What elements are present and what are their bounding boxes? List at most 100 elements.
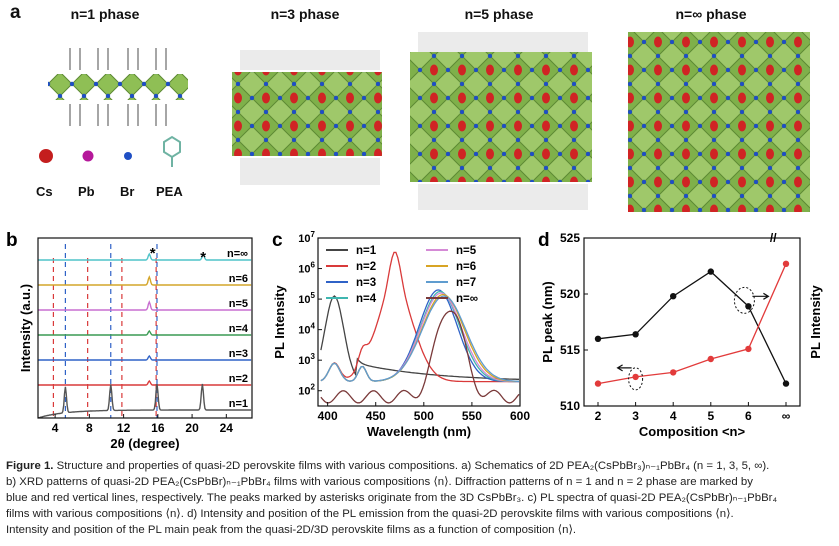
x-tick-label: 450 [366, 409, 386, 423]
xrd-trace [38, 379, 252, 386]
y-tick-label: 106 [298, 261, 315, 276]
x-tick-label: 16 [151, 421, 165, 435]
y-axis-label: Intensity (a.u.) [18, 284, 33, 372]
x-tick-label: 6 [745, 409, 752, 423]
plot-frame [317, 237, 521, 407]
structure-n1 [48, 48, 188, 126]
y-tick-label: 510 [560, 399, 580, 413]
series-label: n=2 [229, 373, 248, 385]
pl-spectrum-line [320, 295, 519, 380]
legend-label: n=4 [356, 293, 377, 305]
y-tick-label: 105 [298, 291, 315, 306]
plot-frame [583, 237, 801, 407]
highlight-circle [628, 367, 644, 391]
pb-legend-marker [82, 150, 94, 162]
caption-line-4: films with various compositions ⟨n⟩. d) … [6, 508, 734, 520]
x-tick-label: ∞ [782, 409, 791, 423]
data-point [707, 355, 714, 363]
legend-label: n=1 [356, 245, 377, 257]
legend-label: n=3 [356, 277, 376, 289]
data-point [745, 303, 752, 310]
x-tick-label: 4 [670, 409, 677, 423]
data-point [707, 268, 714, 275]
x-tick-label: 12 [117, 421, 131, 435]
figure-caption: Figure 1. Structure and properties of qu… [6, 458, 834, 538]
x-tick-label: 5 [707, 409, 714, 423]
series-label: n=3 [229, 348, 248, 360]
data-point [632, 373, 639, 381]
x-tick-label: 4 [52, 421, 59, 435]
series-label: n=∞ [227, 248, 248, 260]
x-axis-label: Composition <n> [639, 424, 746, 439]
y-tick-label: 520 [560, 287, 580, 301]
x-tick-label: 24 [220, 421, 234, 435]
asterisk-marker: * [200, 249, 206, 266]
x-tick-label: 20 [185, 421, 199, 435]
y-tick-label: 103 [298, 352, 315, 367]
series-label: n=1 [229, 398, 248, 410]
structure-ninf [628, 32, 810, 212]
pl-spectrum-line [320, 292, 519, 383]
caption-line-3: blue and red vertical lines, respectivel… [6, 492, 778, 504]
x-tick-label: 600 [510, 409, 530, 423]
series-line [597, 263, 787, 385]
panel-b-letter: b [6, 230, 18, 251]
phase-title-ninf: n=∞ phase [675, 6, 747, 22]
pea-legend-marker [163, 135, 181, 167]
caption-line-1: Structure and properties of quasi-2D per… [56, 460, 770, 472]
y-axis-label-right: PL Intensity [808, 285, 823, 359]
pl-spectrum-line [320, 310, 520, 404]
legend-label: n=7 [456, 277, 476, 289]
structure-n5 [410, 32, 592, 210]
y-tick-label: 515 [560, 343, 580, 357]
caption-line-5: Intensity and position of the PL main pe… [6, 524, 577, 536]
left-arrow [616, 364, 632, 372]
data-point [632, 331, 639, 338]
panel-d-letter: d [538, 230, 550, 251]
x-axis-label: 2θ (degree) [110, 436, 179, 451]
data-point [782, 260, 790, 267]
pl-spectrum-line [320, 293, 519, 383]
data-point [782, 380, 790, 387]
legend-label: n=2 [356, 261, 376, 273]
y-tick-label: 107 [298, 230, 315, 245]
x-axis-label: Wavelength (nm) [367, 424, 471, 439]
series-label: n=5 [229, 298, 248, 310]
caption-line-2: b) XRD patterns of quasi-2D PEA₂(CsPbBr)… [6, 476, 753, 488]
x-tick-label: 8 [86, 421, 93, 435]
xrd-trace [37, 383, 252, 419]
x-tick-label: 400 [318, 409, 338, 423]
x-tick-label: 2 [595, 409, 602, 423]
phase-title-n1: n=1 phase [70, 6, 140, 22]
data-point [670, 369, 677, 376]
y-tick-label: 104 [298, 322, 315, 337]
legend-label: n=5 [456, 245, 477, 257]
legend-label-pb: Pb [78, 184, 95, 199]
br-legend-marker [124, 152, 132, 160]
pl-spectrum-line [320, 251, 519, 383]
phase-title-n3: n=3 phase [270, 6, 340, 22]
plot-frame [37, 237, 253, 419]
xrd-trace [38, 252, 252, 261]
x-tick-label: 500 [414, 409, 434, 423]
y-tick-label: 525 [560, 231, 580, 245]
data-point [594, 380, 602, 387]
cs-legend-marker [39, 149, 53, 163]
highlight-circle [733, 286, 755, 314]
pl-spectrum-line [320, 295, 519, 382]
xrd-trace [38, 329, 252, 336]
data-point [745, 345, 752, 353]
legend-label-pea: PEA [156, 184, 183, 199]
series-line [597, 270, 787, 384]
panel-a-structures [39, 32, 810, 212]
data-point [670, 293, 677, 300]
y-axis-label: PL Intensity [272, 285, 287, 359]
legend-label-cs: Cs [36, 184, 53, 199]
panel-b-xrd-chart: b n=∞ n=6 n=5 n=4 n=3 n=2 n=1 * * 4 8 12 16 20 24 2θ (de… [6, 230, 253, 451]
legend-label-br: Br [120, 184, 135, 199]
axis-break-mark: // [770, 231, 777, 245]
xrd-trace [38, 354, 252, 361]
x-tick-label: 550 [462, 409, 482, 423]
series-label: n=4 [229, 323, 249, 335]
y-tick-label: 102 [298, 383, 315, 398]
